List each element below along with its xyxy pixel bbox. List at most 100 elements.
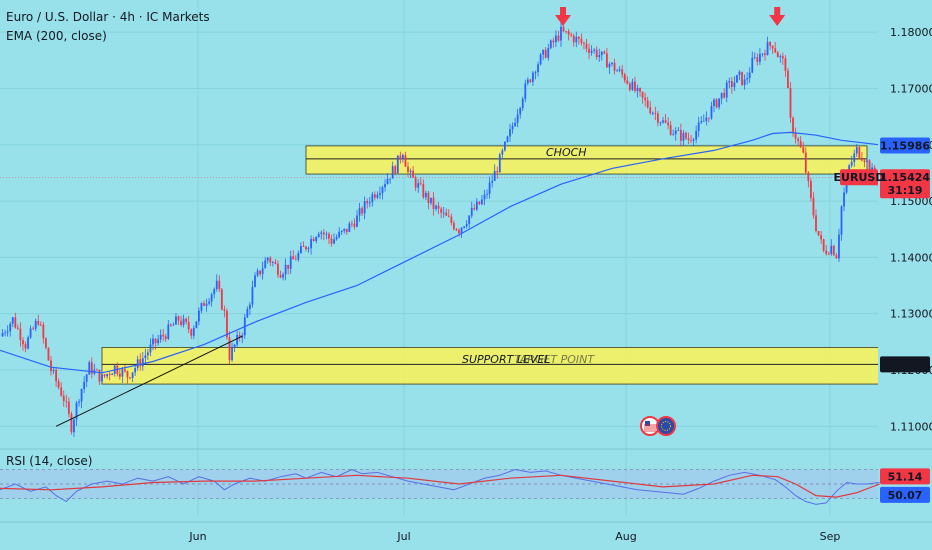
candle-body (825, 250, 828, 254)
price-tick-label: 1.18000 (890, 26, 932, 39)
candle-body (766, 42, 769, 56)
candle-body (144, 355, 147, 359)
candle-body (363, 201, 366, 214)
candle-body (613, 62, 616, 71)
candle-body (590, 50, 593, 53)
chart-title[interactable]: Euro / U.S. Dollar · 4h · IC Markets (6, 10, 210, 24)
candle-body (422, 184, 425, 198)
candle-body (226, 310, 228, 338)
candle-body (404, 155, 407, 167)
candle-body (804, 152, 807, 173)
candle-body (447, 215, 450, 217)
candle-body (45, 338, 47, 348)
candle-body (73, 419, 75, 433)
candle-body (654, 112, 657, 114)
candle-body (657, 113, 659, 123)
candle-body (67, 401, 70, 414)
candle-body (687, 138, 690, 141)
candle-body (223, 309, 226, 311)
price-tick-label: 1.13000 (890, 308, 932, 321)
candle-body (827, 253, 830, 255)
candle-body (498, 154, 501, 173)
candle-body (419, 183, 422, 185)
candle-body (254, 275, 256, 287)
candle-body (52, 369, 55, 372)
candle-body (468, 215, 471, 225)
candle-body (294, 259, 297, 261)
candle-body (108, 374, 111, 376)
candle-body (391, 166, 394, 179)
candle-body (460, 227, 463, 234)
candle-body (488, 182, 491, 194)
ema-legend[interactable]: EMA (200, close) (6, 29, 107, 43)
candle-body (417, 183, 420, 188)
upper-zone-badge (880, 137, 930, 154)
candle-body (305, 246, 307, 250)
candle-body (103, 374, 106, 377)
candle-body (700, 121, 703, 123)
candle-body (389, 178, 392, 180)
candle-body (710, 105, 713, 119)
candle-body (141, 358, 144, 367)
candle-body (746, 78, 749, 80)
candle-body (606, 53, 608, 68)
candle-body (685, 132, 687, 139)
candle-body (62, 395, 65, 401)
candle-body (129, 377, 131, 379)
candle-body (358, 208, 361, 216)
candle-body (14, 317, 17, 328)
candle-body (514, 122, 516, 126)
candle-body (674, 130, 677, 135)
candle-body (343, 228, 346, 231)
rsi-legend[interactable]: RSI (14, close) (6, 454, 93, 468)
trendline (55, 335, 243, 427)
candle-body (440, 208, 443, 213)
candle-body (807, 172, 810, 182)
candle-body (822, 239, 825, 251)
sell-arrow-icon (769, 15, 786, 26)
candle-body (705, 117, 708, 121)
candle-body (80, 389, 83, 402)
candle-body (356, 215, 358, 227)
candle-body (603, 51, 606, 54)
price-axis[interactable]: 1.180001.170001.160001.150001.140001.130… (878, 0, 932, 550)
candle-body (271, 262, 274, 263)
price-series (1, 20, 881, 437)
candle-body (659, 122, 662, 124)
us-flag-canton (645, 421, 650, 426)
candle-body (537, 64, 539, 73)
time-axis[interactable]: Jun Jul Aug Sep (0, 521, 932, 543)
candle-body (167, 324, 170, 339)
candle-body (134, 367, 137, 373)
candle-body (162, 334, 165, 337)
candle-body (78, 401, 80, 403)
candle-body (85, 374, 88, 382)
candle-body (453, 222, 455, 230)
candle-body (297, 252, 300, 260)
candle-body (861, 157, 863, 161)
candle-body (690, 140, 692, 141)
candle-body (157, 339, 159, 344)
candle-body (47, 347, 50, 361)
candle-body (371, 194, 374, 203)
candle-body (799, 140, 802, 148)
candle-body (32, 328, 35, 330)
candle-body (491, 180, 494, 183)
candle-body (384, 184, 386, 188)
candle-body (588, 48, 590, 53)
zone-choch (305, 145, 868, 175)
candle-body (555, 35, 557, 43)
candle-body (126, 371, 129, 378)
candle-body (736, 75, 738, 83)
candle-body (312, 238, 315, 242)
candle-body (185, 318, 188, 322)
candle-body (118, 373, 121, 377)
candle-body (478, 201, 481, 205)
candle-body (266, 257, 269, 261)
candle-body (19, 328, 22, 341)
candle-body (567, 31, 570, 35)
candle-body (644, 97, 647, 101)
